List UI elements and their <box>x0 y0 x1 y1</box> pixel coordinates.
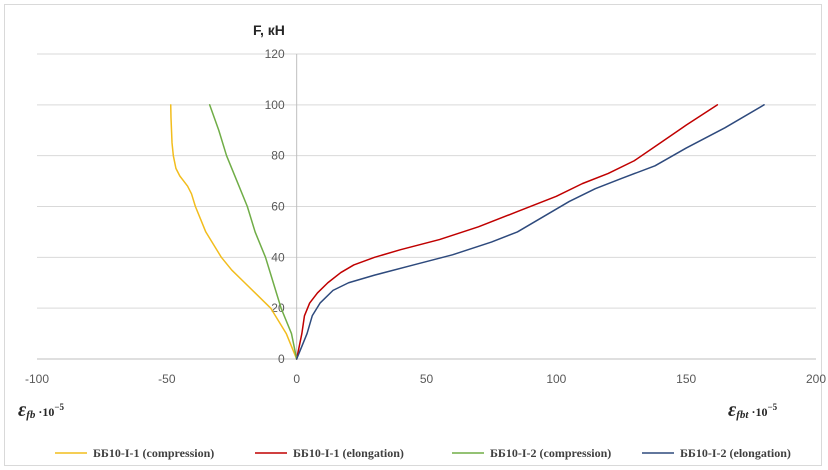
y-tick-label: 80 <box>271 149 285 163</box>
legend-label: ББ10-I-2 (compression) <box>490 446 611 460</box>
x-tick-label: 100 <box>546 372 566 386</box>
legend-label: ББ10-I-2 (elongation) <box>680 446 791 460</box>
y-tick-label: 40 <box>271 250 285 264</box>
x-tick-label: 200 <box>806 372 826 386</box>
y-tick-labels: 0 20 40 60 80 100 120 <box>265 47 285 366</box>
y-tick-label: 120 <box>265 47 285 61</box>
y-tick-label: 20 <box>271 301 285 315</box>
x-axis-title-left: εfb ·10−5 <box>18 399 65 421</box>
y-tick-label: 100 <box>265 98 285 112</box>
x-tick-label: 0 <box>293 372 300 386</box>
x-tick-label: 50 <box>420 372 434 386</box>
epsilon-symbol: ε <box>18 399 27 421</box>
series-line-4 <box>295 104 765 360</box>
series-line-3 <box>208 104 298 360</box>
y-axis-title: F, кН <box>253 22 285 38</box>
x-tick-label: 150 <box>676 372 696 386</box>
exponent: −5 <box>767 402 777 412</box>
grid-lines <box>37 53 816 309</box>
chart-frame <box>4 4 822 466</box>
epsilon-subscript: fb <box>26 409 36 421</box>
multiplier: ·10 <box>748 405 767 419</box>
series-lines <box>169 104 765 360</box>
exponent: −5 <box>54 402 64 412</box>
y-tick-label: 60 <box>271 200 285 214</box>
x-tick-label: -100 <box>25 372 49 386</box>
legend-label: ББ10-I-1 (elongation) <box>293 446 404 460</box>
y-tick-label: 0 <box>278 352 285 366</box>
legend: ББ10-I-1 (compression) ББ10-I-1 (elongati… <box>55 446 791 460</box>
multiplier: ·10 <box>35 405 54 419</box>
axes <box>37 54 816 360</box>
series-line-1 <box>169 104 298 360</box>
x-axis-title-right: εfbt ·10−5 <box>728 399 778 421</box>
x-axis-title-text: εfb ·10−5 <box>18 399 65 421</box>
series-line-2 <box>295 104 719 360</box>
x-tick-labels: -100 -50 0 50 100 150 200 <box>25 372 826 386</box>
epsilon-subscript: fbt <box>736 409 749 421</box>
x-axis-title-text: εfbt ·10−5 <box>728 399 778 421</box>
legend-label: ББ10-I-1 (compression) <box>93 446 214 460</box>
epsilon-symbol: ε <box>728 399 737 421</box>
x-tick-label: -50 <box>158 372 176 386</box>
